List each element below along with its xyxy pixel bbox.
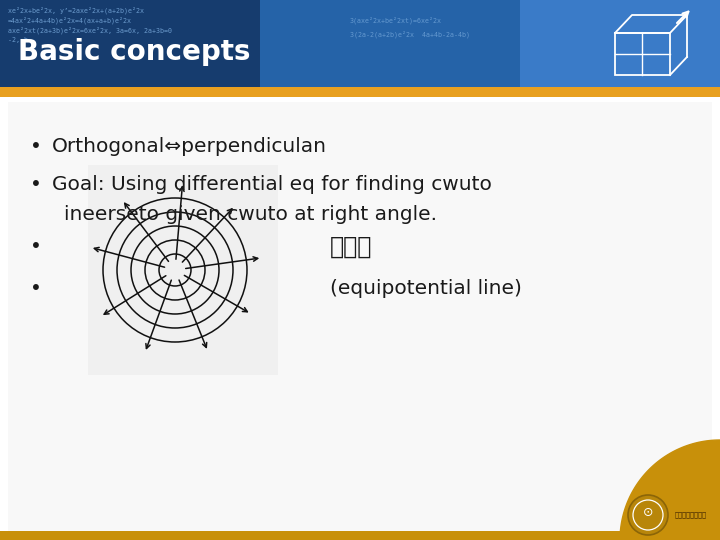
Text: -2, b=: -2, b=	[8, 37, 32, 43]
FancyBboxPatch shape	[8, 102, 712, 532]
Text: 3(2a-2(a+2b)e²2x  4a+4b-2a-4b): 3(2a-2(a+2b)e²2x 4a+4b-2a-4b)	[350, 30, 470, 37]
Text: 3(axe²2x+be²2xt)=6xe²2x: 3(axe²2x+be²2xt)=6xe²2x	[350, 17, 442, 24]
Text: =4ax²2+4a+4b)e²2x=4(ax+a+b)e²2x: =4ax²2+4a+4b)e²2x=4(ax+a+b)e²2x	[8, 17, 132, 24]
Text: •: •	[30, 176, 42, 194]
Text: Goal: Using differential eq for finding cwuto: Goal: Using differential eq for finding …	[52, 176, 492, 194]
Bar	[520, 0, 720, 90]
Polygon shape	[620, 440, 720, 540]
Text: 國立彰化師範大學: 國立彰化師範大學	[675, 512, 707, 518]
Bar	[0, 0, 720, 90]
Bar	[0, 531, 720, 540]
Text: •: •	[30, 279, 42, 298]
Bar	[0, 0, 260, 90]
Text: axe²2xt(2a+3b)e²2x=6xe²2x, 3a=6x, 2a+3b=0: axe²2xt(2a+3b)e²2x=6xe²2x, 3a=6x, 2a+3b=…	[8, 27, 172, 35]
Text: 同位能: 同位能	[330, 235, 372, 259]
Bar	[260, 0, 520, 90]
Circle shape	[628, 495, 668, 535]
Text: •: •	[30, 138, 42, 157]
Text: Basic concepts: Basic concepts	[18, 38, 251, 66]
Bar	[8, 102, 712, 532]
Text: xe²2x+be²2x, y’=2axe²2x+(a+2b)e²2x: xe²2x+be²2x, y’=2axe²2x+(a+2b)e²2x	[8, 7, 144, 15]
Text: Orthogonal⇔perpendiculan: Orthogonal⇔perpendiculan	[52, 138, 327, 157]
Text: ⊙: ⊙	[643, 505, 653, 518]
Bar	[88, 165, 278, 375]
Bar	[615, 33, 670, 75]
Text: (equipotential line): (equipotential line)	[330, 279, 522, 298]
Text: •: •	[30, 238, 42, 256]
Text: ineerseto given cwuto at right angle.: ineerseto given cwuto at right angle.	[64, 206, 437, 225]
Bar	[0, 87, 720, 97]
